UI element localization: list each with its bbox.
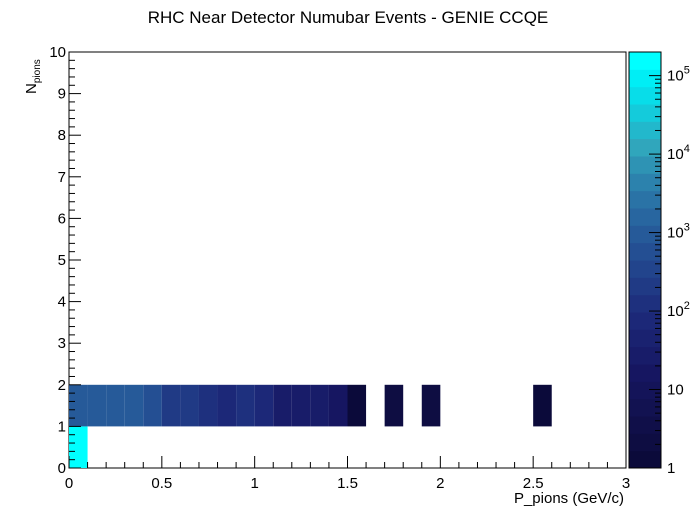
y-tick-label: 4 (58, 294, 66, 311)
palette-swatch (629, 121, 661, 140)
palette-swatch (629, 277, 661, 296)
palette-swatch (629, 346, 661, 365)
color-palette (628, 51, 662, 469)
histogram-bin (106, 384, 125, 427)
histogram-bin (533, 384, 552, 427)
y-tick-label: 7 (58, 169, 66, 186)
palette-swatch (629, 312, 661, 330)
histogram-bin (161, 384, 181, 427)
z-tick-label: 102 (667, 300, 690, 320)
y-tick-label: 6 (58, 210, 66, 227)
histogram-bin (328, 384, 348, 427)
x-tick-label: 2 (436, 475, 444, 492)
x-tick-label: 2.5 (523, 475, 544, 492)
x-axis-title: P_pions (GeV/c) (514, 490, 624, 507)
histogram-bin (291, 384, 311, 427)
z-tick-label: 104 (667, 143, 690, 163)
palette-swatch (629, 69, 661, 88)
histogram-bin (347, 384, 367, 427)
y-tick-label: 9 (58, 86, 66, 103)
histogram-bin (198, 384, 218, 427)
histogram-bin (310, 384, 329, 427)
palette-swatch (629, 52, 661, 70)
palette-swatch (629, 364, 661, 382)
palette-frame (628, 51, 662, 469)
z-tick-exponent: 2 (684, 300, 690, 312)
histogram-bins (69, 384, 552, 468)
histogram-bin (254, 384, 274, 427)
z-tick-exponent: 5 (684, 65, 690, 77)
palette-swatch (629, 242, 661, 261)
y-tick-label: 8 (58, 127, 66, 144)
y-tick-label: 0 (58, 460, 66, 477)
palette-swatch (629, 450, 661, 469)
z-tick-label: 10 (667, 382, 684, 399)
x-tick-label: 1 (250, 475, 258, 492)
palette-swatch (629, 294, 661, 313)
palette-swatch (629, 208, 661, 226)
palette-swatch (629, 173, 661, 192)
axes: 0 0.5 1 1.5 2 2.5 3 0 1 2 3 4 5 6 7 8 9 10 (49, 44, 630, 492)
palette-swatch (629, 398, 661, 417)
palette-swatch (629, 416, 661, 434)
y-axis-title: Npions (23, 59, 43, 94)
palette-swatch (629, 381, 661, 400)
chart-title: RHC Near Detector Numubar Events - GENIE… (148, 8, 549, 27)
palette-swatch (629, 225, 661, 244)
palette-swatch (629, 433, 661, 452)
palette-swatch (629, 260, 661, 278)
histogram-bin (217, 384, 237, 427)
z-tick-label: 1 (667, 460, 675, 477)
y-tick-label: 1 (58, 418, 66, 435)
y-tick-label: 5 (58, 252, 66, 269)
svg-text:Npions: Npions (23, 59, 43, 94)
x-tick-label: 0 (65, 475, 73, 492)
z-tick-label: 103 (667, 222, 690, 242)
y-axis-title-sub: pions (32, 59, 43, 83)
histogram-bin (384, 384, 404, 427)
palette-swatch (629, 104, 661, 122)
z-tick-label: 105 (667, 65, 690, 85)
x-tick-label: 0.5 (151, 475, 172, 492)
histogram-bin (87, 384, 107, 427)
y-axis-title-main: N (23, 83, 40, 94)
histogram-bin (143, 384, 162, 427)
palette-swatch (629, 190, 661, 209)
x-tick-label: 3 (622, 475, 630, 492)
histogram-bin (124, 384, 144, 427)
z-tick-exponent: 4 (684, 143, 690, 155)
palette-swatch (629, 86, 661, 105)
histogram-bin (421, 384, 441, 427)
y-tick-label: 10 (49, 44, 66, 61)
histogram-bin (273, 384, 292, 427)
z-tick-exponent: 3 (684, 222, 690, 234)
palette-swatch (629, 138, 661, 157)
histogram-bin (180, 384, 199, 427)
palette-swatch (629, 329, 661, 348)
histogram-bin (69, 426, 88, 468)
palette-swatch (629, 156, 661, 174)
y-tick-label: 3 (58, 335, 66, 352)
z-axis: 1 10 102 103 104 105 (649, 51, 690, 477)
histogram-bin (69, 384, 88, 427)
y-tick-label: 2 (58, 377, 66, 394)
x-tick-label: 1.5 (337, 475, 358, 492)
histogram-bin (236, 384, 255, 427)
